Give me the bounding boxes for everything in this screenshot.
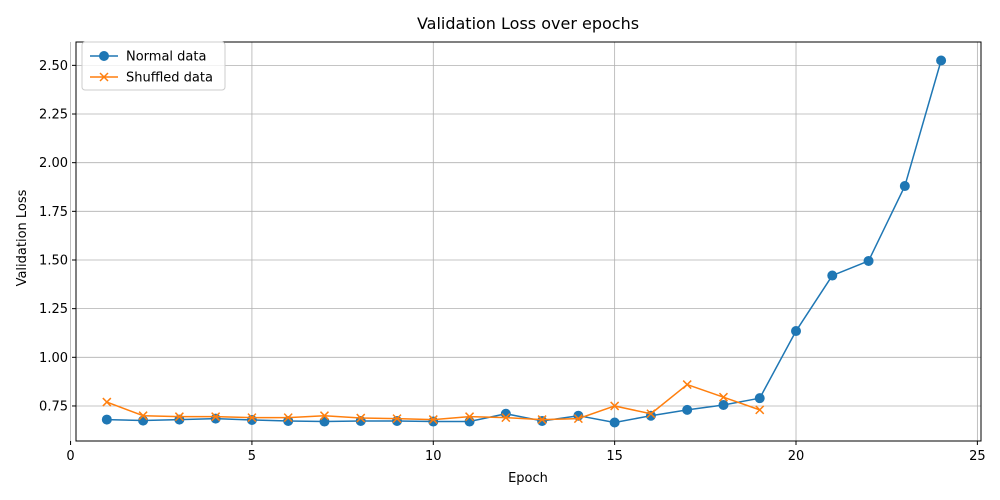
data-point: [428, 416, 439, 427]
x-tick-label: 5: [248, 449, 256, 464]
grid: [70, 42, 981, 441]
x-tick-label: 25: [969, 449, 986, 464]
data-point: [573, 414, 583, 424]
data-point: [537, 415, 548, 426]
y-tick-label: 0.75: [39, 399, 68, 414]
series-normal-data: [101, 55, 947, 428]
data-point: [465, 412, 475, 422]
data-point: [247, 413, 257, 423]
legend-item: Normal data: [90, 50, 206, 65]
data-point: [682, 404, 693, 415]
legend-marker: [99, 51, 109, 61]
x-tick-label: 10: [425, 449, 442, 464]
data-point: [754, 393, 765, 404]
data-point: [211, 412, 221, 422]
y-tick-label: 1.25: [39, 302, 68, 317]
data-point: [101, 414, 112, 425]
data-point: [138, 411, 148, 421]
x-axis-ticks: 0 5 10 15 20 25: [66, 441, 986, 464]
data-point: [138, 415, 149, 426]
data-point: [609, 417, 620, 428]
y-axis-ticks: 0.75 1.00 1.25 1.50 1.75 2.00 2.25 2.50: [39, 59, 76, 414]
data-point: [682, 380, 692, 390]
series-shuffled-data: [102, 380, 765, 425]
x-axis-label: Epoch: [508, 471, 548, 486]
data-point: [755, 405, 765, 415]
y-tick-label: 2.25: [39, 108, 68, 123]
data-point: [283, 413, 293, 423]
x-tick-label: 20: [788, 449, 805, 464]
legend: Normal data Shuffled data: [81, 41, 226, 91]
data-point: [718, 399, 729, 410]
x-tick-label: 0: [66, 449, 74, 464]
data-point: [718, 392, 728, 402]
data-point: [210, 413, 221, 424]
x-tick-label: 15: [606, 449, 623, 464]
data-point: [428, 415, 438, 425]
chart-title: Validation Loss over epochs: [417, 14, 639, 33]
y-tick-label: 1.50: [39, 253, 68, 268]
data-point: [102, 397, 112, 407]
y-tick-label: 1.75: [39, 205, 68, 220]
data-point: [610, 401, 620, 411]
data-point: [283, 415, 294, 426]
data-point: [319, 416, 330, 427]
data-point: [936, 55, 947, 66]
legend-item: Shuffled data: [90, 71, 213, 86]
data-point: [863, 255, 874, 266]
data-point: [392, 414, 402, 424]
data-point: [464, 416, 475, 427]
series-line: [106, 60, 942, 424]
y-tick-label: 2.50: [39, 59, 68, 74]
data-point: [174, 412, 184, 422]
y-axis-label: Validation Loss: [15, 189, 30, 286]
data-point: [646, 409, 656, 419]
data-point: [899, 181, 910, 192]
y-tick-label: 2.00: [39, 156, 68, 171]
y-tick-label: 1.00: [39, 351, 68, 366]
data-point: [319, 411, 329, 421]
series-layer: [101, 55, 947, 428]
data-point: [537, 415, 547, 425]
data-point: [791, 326, 802, 337]
legend-box: [81, 41, 226, 91]
legend-label: Shuffled data: [126, 71, 213, 86]
legend-label: Normal data: [126, 50, 206, 65]
data-point: [501, 413, 511, 423]
data-point: [356, 413, 366, 423]
legend-marker: [99, 72, 109, 82]
data-point: [827, 270, 838, 281]
plot-frame: [75, 41, 982, 442]
